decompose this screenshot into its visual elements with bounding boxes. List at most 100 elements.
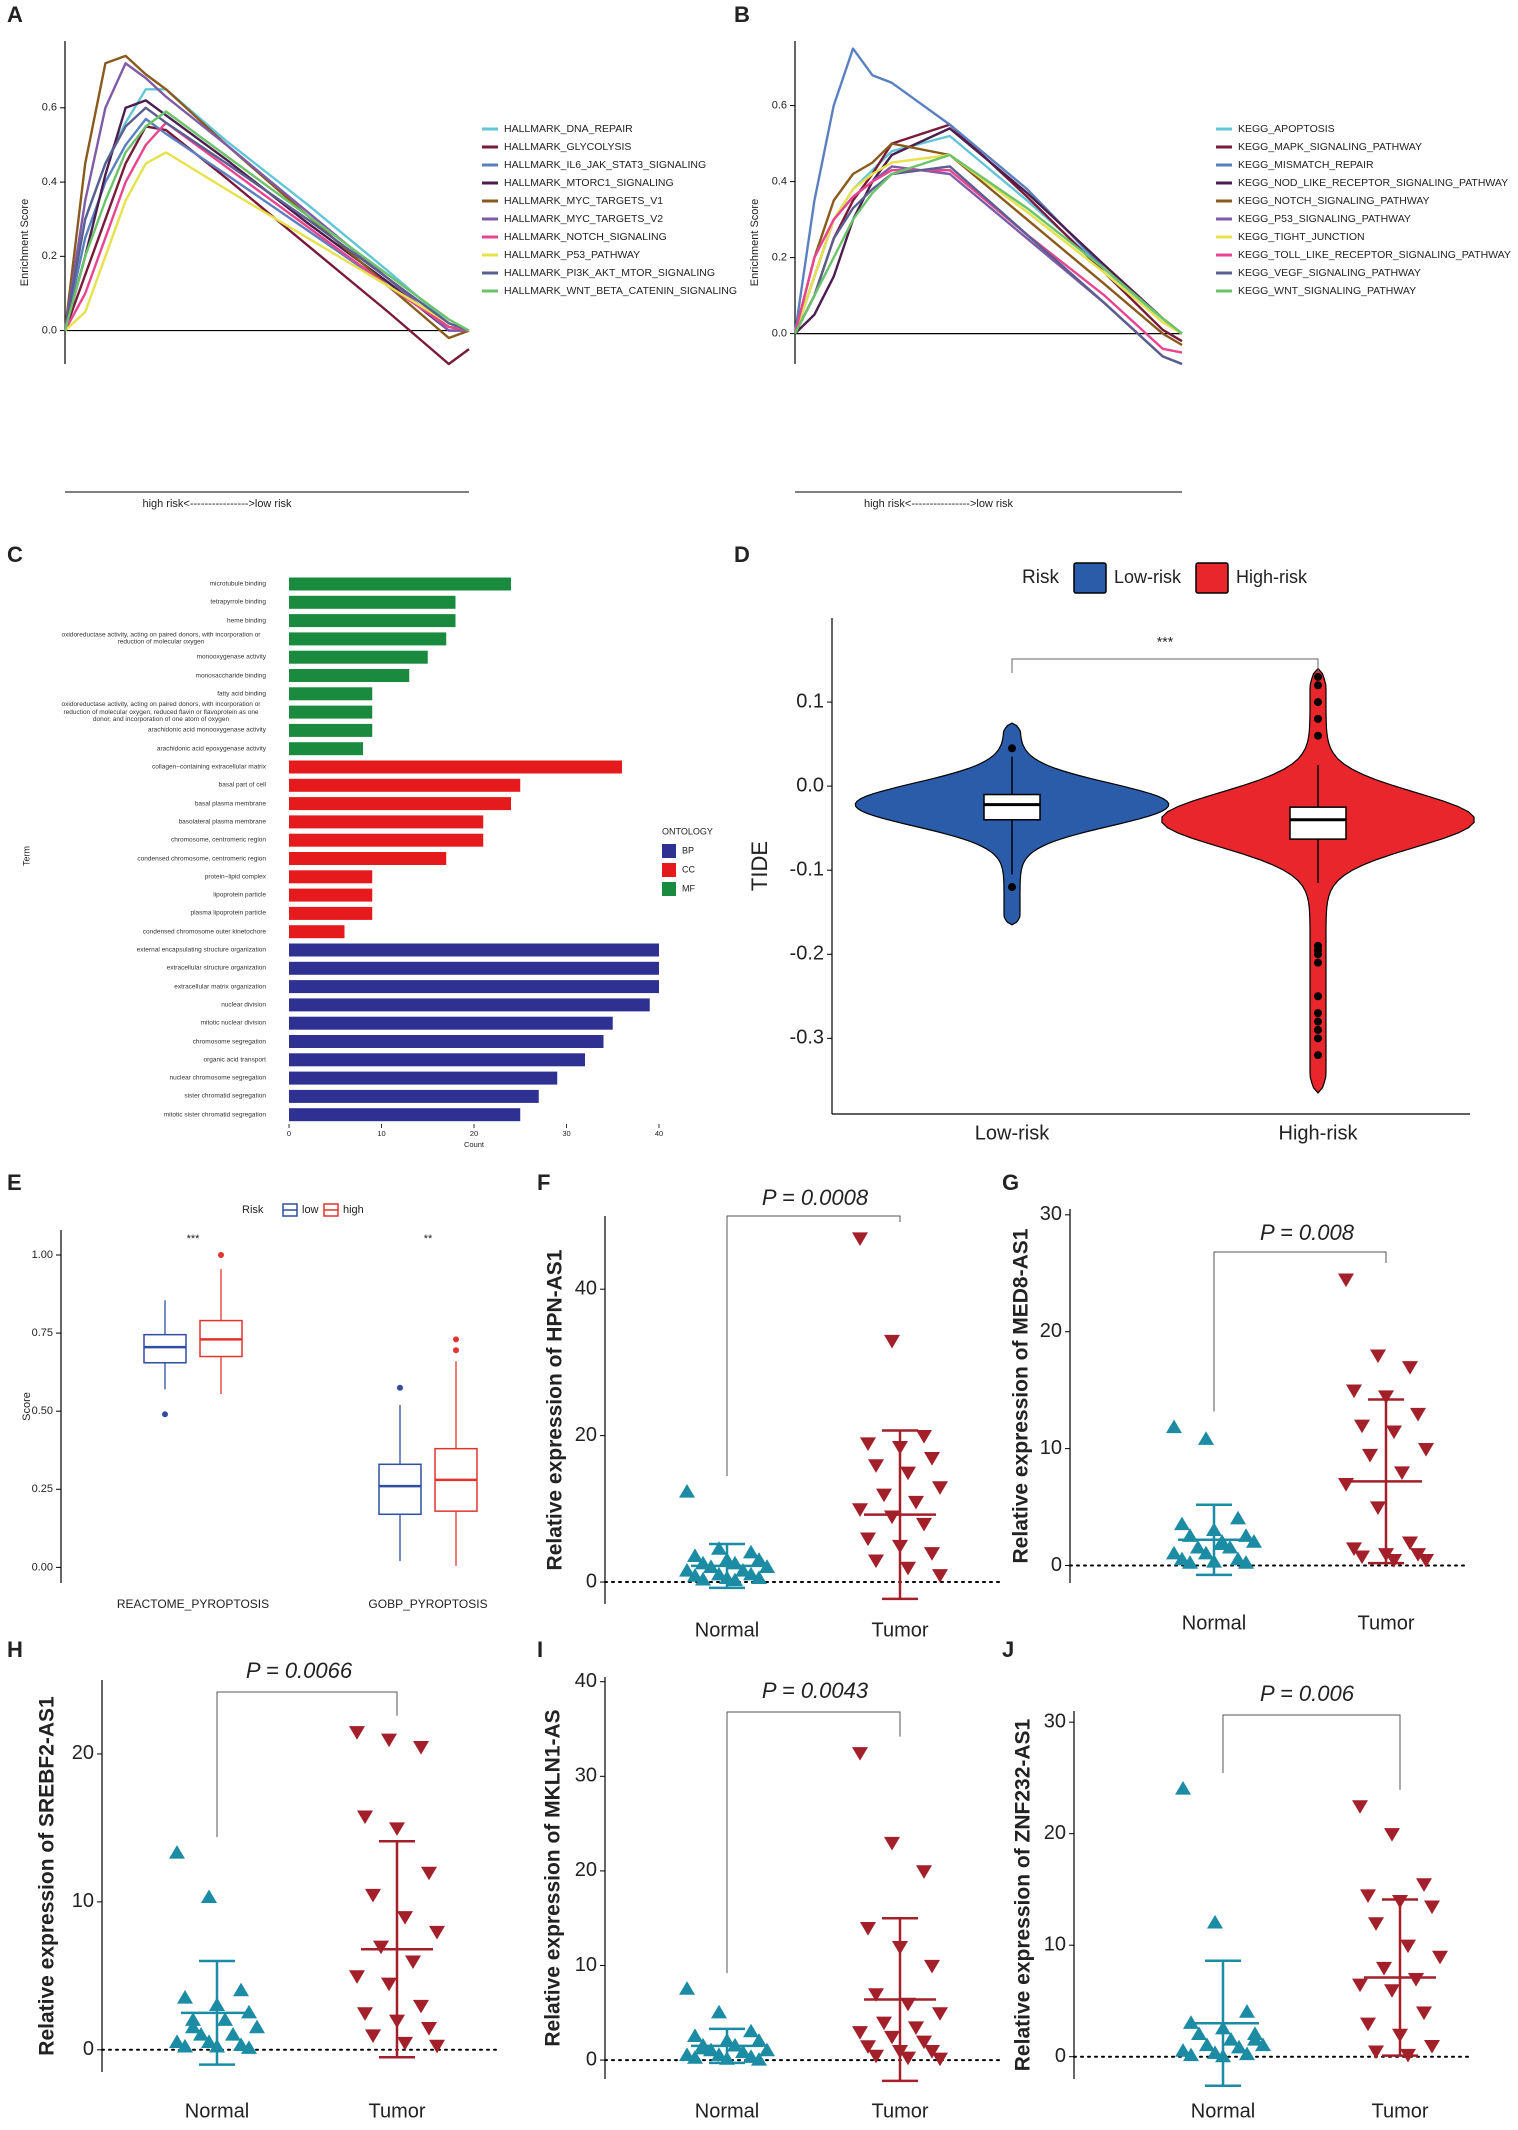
bar — [289, 1016, 613, 1030]
data-point — [1239, 2046, 1255, 2061]
outlier — [1008, 883, 1016, 892]
p-value: P = 0.008 — [1260, 1220, 1355, 1245]
y-tick-label: 0.6 — [772, 100, 787, 112]
significance-bracket — [1011, 658, 1319, 673]
data-point — [868, 2049, 884, 2064]
legend-swatch — [662, 844, 676, 858]
panel-letter: J — [1002, 1637, 1014, 1662]
term-label: extracellular structure organization — [166, 964, 266, 972]
term-label: heme binding — [226, 616, 266, 624]
es-curve — [63, 110, 470, 332]
data-point — [1230, 1510, 1246, 1525]
data-point — [1400, 1939, 1416, 1954]
significance-bracket — [1213, 1251, 1387, 1412]
term-label: sister chromatid segregation — [184, 1092, 266, 1100]
x-tick-label: 30 — [562, 1129, 570, 1138]
data-point — [225, 2027, 241, 2041]
data-point — [679, 1483, 695, 1498]
y-tick-label: 0.00 — [32, 1561, 53, 1573]
data-point — [177, 1990, 193, 2004]
data-point — [185, 2019, 201, 2034]
outlier — [1008, 744, 1016, 753]
x-tick-label: 40 — [655, 1129, 663, 1138]
y-tick-label: 0.75 — [32, 1327, 53, 1339]
x-tick-label: Normal — [185, 2100, 249, 2122]
significance-label: *** — [187, 1233, 201, 1245]
data-point — [1378, 1390, 1394, 1404]
data-point — [349, 1726, 365, 1740]
bar — [289, 980, 659, 994]
x-tick-label: Tumor — [1371, 2100, 1428, 2122]
data-point — [1386, 1554, 1402, 1568]
x-tick-label: GOBP_PYROPTOSIS — [368, 1597, 487, 1611]
term-label: basal plasma membrane — [194, 799, 266, 807]
term-label: organic acid transport — [203, 1056, 266, 1064]
data-point — [1416, 2006, 1432, 2021]
data-point — [1346, 1542, 1362, 1556]
data-point — [1214, 1536, 1230, 1551]
data-point — [1238, 1528, 1254, 1542]
legend-swatch — [1195, 562, 1229, 594]
data-point — [1246, 1534, 1262, 1548]
es-curve — [793, 169, 1183, 354]
data-point — [193, 2027, 209, 2041]
data-point — [751, 1570, 767, 1584]
y-tick-label: 0 — [83, 2038, 94, 2060]
term-label: protein−lipid complex — [204, 873, 266, 881]
data-point — [233, 1982, 249, 1997]
term-label: monosaccharide binding — [195, 671, 266, 679]
data-point — [852, 1747, 868, 1761]
data-point — [751, 2033, 767, 2047]
es-curve — [63, 62, 469, 332]
term-label: chromosome, centromeric region — [170, 836, 266, 844]
data-point — [1386, 1425, 1402, 1440]
data-point — [908, 1495, 924, 1510]
y-tick-label: 0.6 — [42, 102, 57, 114]
outlier — [1314, 681, 1322, 690]
y-tick-label: 0.4 — [42, 176, 57, 188]
data-point — [1362, 1448, 1378, 1463]
data-point — [357, 1810, 373, 1825]
x-tick-label: Normal — [1182, 1612, 1246, 1634]
data-point — [932, 2052, 948, 2067]
term-label: mitotic nuclear division — [200, 1019, 266, 1027]
panel-letter: A — [7, 2, 23, 27]
data-point — [687, 1548, 703, 1563]
data-point — [381, 1733, 397, 1748]
outlier — [218, 1251, 224, 1258]
x-tick-label: Tumor — [871, 2100, 928, 2122]
es-curve — [793, 153, 1183, 335]
data-point — [687, 2028, 703, 2043]
term-label: condensed chromosome, centromeric region — [137, 854, 266, 862]
data-point — [1384, 1984, 1400, 1998]
bar — [289, 815, 484, 829]
y-tick-label: 20 — [72, 1742, 94, 1764]
term-label: arachidonic acid epoxygenase activity — [156, 744, 266, 752]
data-point — [1190, 1539, 1206, 1554]
x-tick-label: Normal — [1191, 2100, 1255, 2122]
legend-label: CC — [682, 864, 695, 874]
y-tick-label: 10 — [72, 1890, 94, 1912]
y-axis-label: Relative expression of ZNF232-AS1 — [1012, 1718, 1035, 2071]
data-point — [201, 2034, 217, 2049]
term-label: microtubule binding — [209, 580, 266, 588]
bar — [289, 961, 659, 975]
bar — [289, 742, 363, 756]
bar — [289, 669, 410, 682]
outlier — [453, 1347, 459, 1354]
x-tick-label: Normal — [695, 1619, 759, 1641]
term-label: external encapsulating structure organiz… — [136, 946, 266, 954]
bar — [289, 943, 659, 957]
data-point — [1360, 1889, 1376, 1903]
data-point — [759, 2042, 775, 2057]
data-point — [1370, 1501, 1386, 1516]
outlier — [1314, 714, 1322, 723]
data-point — [884, 1836, 900, 1851]
data-point — [1222, 1539, 1238, 1554]
data-point — [900, 2051, 916, 2066]
box — [1289, 806, 1347, 840]
data-point — [876, 1488, 892, 1503]
bar — [289, 925, 345, 939]
legend-title: Risk — [1022, 567, 1059, 588]
